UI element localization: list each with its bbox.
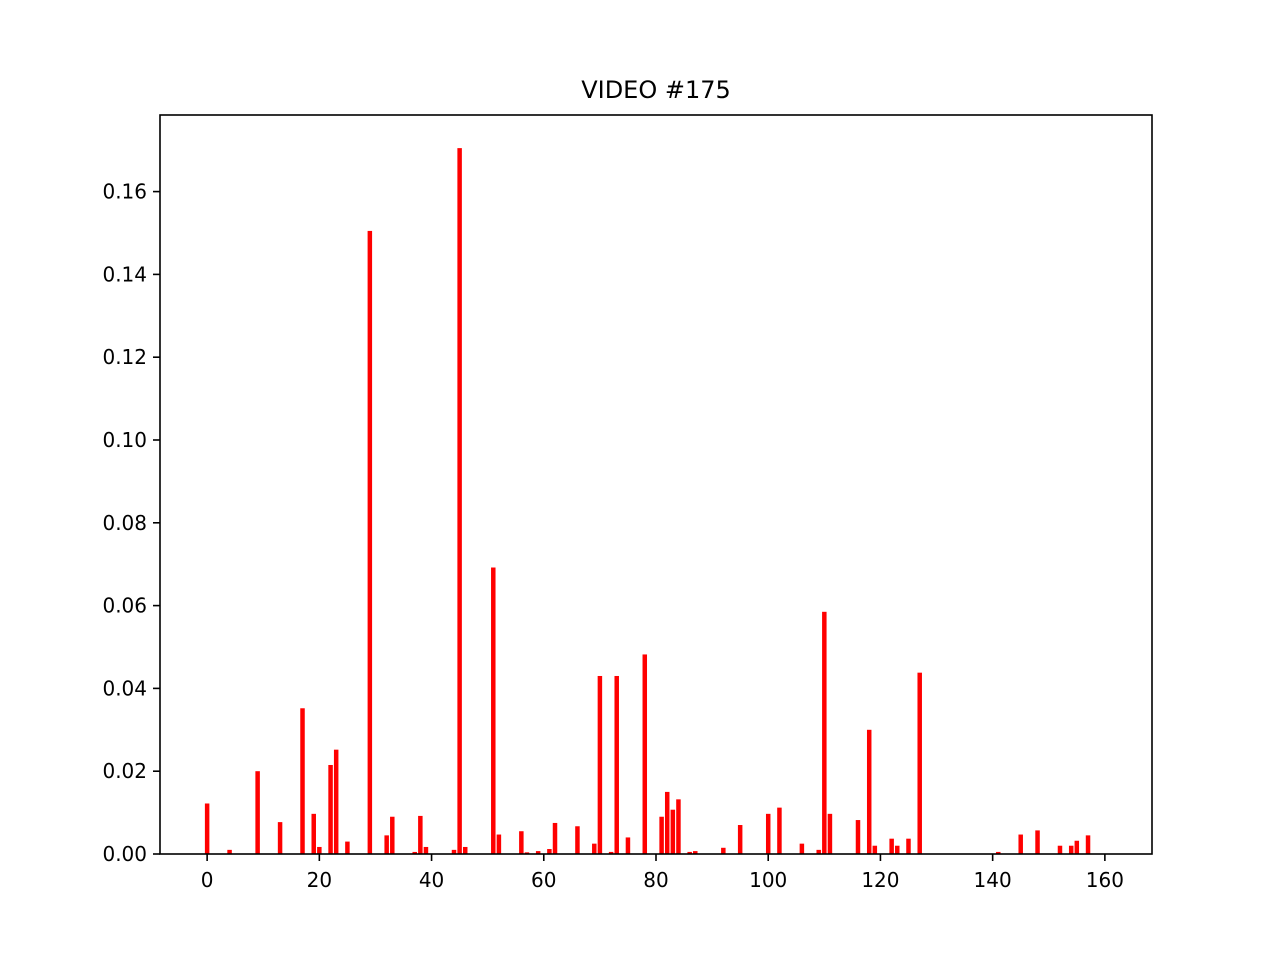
bar-14: [418, 815, 423, 854]
bar-31: [625, 837, 631, 854]
bar-54: [996, 851, 1001, 854]
bar-44: [816, 849, 821, 854]
bar-60: [1085, 835, 1091, 854]
bar-1: [227, 849, 232, 854]
bar-6: [317, 846, 322, 854]
y-tick-label: 0.02: [102, 759, 147, 783]
y-axis: 0.00 0.02 0.04 0.06 0.08 0.10 0.12 0.14 0.16: [102, 180, 160, 866]
bar-13: [412, 851, 417, 854]
y-tick-label: 0.16: [102, 180, 147, 204]
bar-group: [204, 148, 1091, 855]
x-tick-label: 140: [974, 868, 1012, 892]
bar-43: [799, 843, 805, 854]
x-tick-label: 40: [419, 868, 444, 892]
y-tick-label: 0.12: [102, 345, 147, 369]
bar-10: [367, 230, 373, 855]
bar-56: [1035, 830, 1040, 854]
bar-52: [906, 838, 911, 854]
bar-39: [721, 847, 726, 854]
bar-49: [872, 845, 878, 854]
bar-38: [693, 851, 698, 854]
bar-11: [384, 835, 389, 854]
bar-30: [614, 675, 619, 854]
bar-24: [547, 849, 552, 854]
bar-48: [866, 729, 872, 854]
y-tick-label: 0.06: [102, 594, 147, 618]
bar-53: [917, 672, 922, 854]
y-tick-label: 0.10: [102, 428, 147, 452]
bar-47: [855, 820, 861, 854]
bar-18: [462, 846, 468, 854]
chart-title: VIDEO #175: [581, 76, 731, 104]
bar-20: [496, 834, 502, 854]
bar-22: [524, 852, 530, 854]
bar-36: [676, 799, 681, 854]
bar-32: [642, 654, 648, 854]
bar-26: [575, 826, 580, 854]
bar-25: [552, 822, 558, 854]
x-tick-label: 160: [1086, 868, 1124, 892]
bar-28: [597, 675, 603, 854]
bar-37: [687, 851, 692, 854]
bar-19: [491, 567, 496, 854]
bar-7: [328, 764, 333, 854]
x-tick-label: 60: [531, 868, 556, 892]
bar-33: [659, 816, 664, 854]
bar-40: [737, 825, 743, 854]
bar-3: [277, 822, 283, 854]
bar-21: [519, 831, 524, 854]
x-axis: 0 20 40 60 80 100 120 140 160: [201, 854, 1124, 892]
bar-29: [608, 851, 614, 854]
bar-9: [345, 841, 350, 854]
x-tick-label: 120: [861, 868, 899, 892]
x-tick-label: 0: [201, 868, 214, 892]
x-tick-label: 100: [749, 868, 787, 892]
bar-12: [390, 816, 395, 854]
bar-42: [777, 807, 782, 854]
y-tick-label: 0.08: [102, 511, 147, 535]
bar-34: [664, 791, 670, 854]
bar-35: [670, 809, 676, 854]
bar-8: [333, 749, 339, 854]
bar-58: [1068, 845, 1074, 854]
bar-16: [451, 849, 457, 854]
y-tick-label: 0.04: [102, 676, 147, 700]
bar-50: [889, 838, 894, 854]
bar-55: [1018, 834, 1023, 854]
bar-59: [1074, 840, 1080, 854]
bar-0: [204, 803, 210, 854]
bar-57: [1057, 845, 1063, 854]
bar-41: [765, 813, 771, 854]
bar-4: [300, 708, 305, 854]
x-tick-label: 20: [307, 868, 332, 892]
bar-51: [895, 845, 900, 854]
y-tick-label: 0.00: [102, 842, 147, 866]
bar-45: [822, 611, 827, 854]
bar-27: [592, 843, 597, 854]
bar-2: [255, 771, 260, 854]
bar-15: [423, 846, 429, 854]
bar-5: [311, 813, 316, 854]
bar-46: [827, 813, 833, 854]
bar-17: [457, 148, 462, 854]
y-tick-label: 0.14: [102, 262, 147, 286]
x-tick-label: 80: [643, 868, 668, 892]
bar-23: [535, 851, 541, 854]
